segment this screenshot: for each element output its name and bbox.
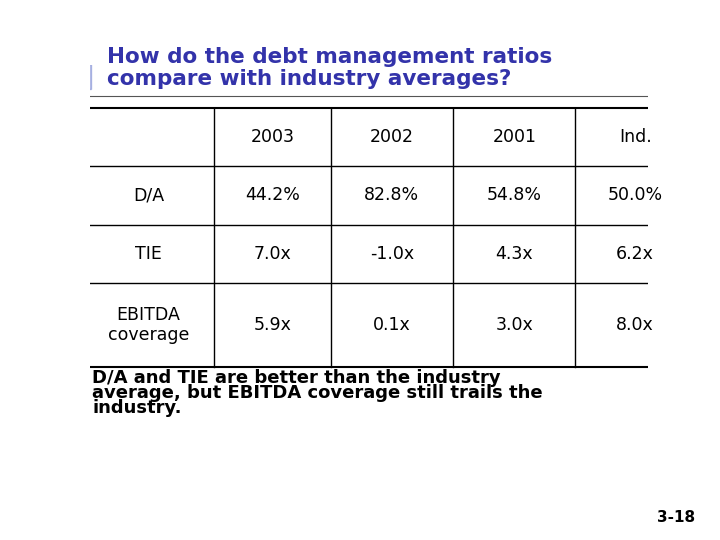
Text: TIE: TIE: [135, 245, 162, 263]
Text: D/A: D/A: [133, 186, 164, 205]
Text: -1.0x: -1.0x: [370, 245, 414, 263]
Text: 54.8%: 54.8%: [487, 186, 541, 205]
Text: 2001: 2001: [492, 128, 536, 146]
Text: How do the debt management ratios: How do the debt management ratios: [107, 46, 552, 67]
Text: industry.: industry.: [92, 399, 181, 417]
Text: 8.0x: 8.0x: [616, 316, 654, 334]
Text: 6.2x: 6.2x: [616, 245, 654, 263]
Text: 44.2%: 44.2%: [245, 186, 300, 205]
Text: 5.9x: 5.9x: [253, 316, 292, 334]
Text: 3-18: 3-18: [657, 510, 695, 525]
FancyBboxPatch shape: [59, 64, 91, 89]
Bar: [65, 380, 78, 390]
FancyBboxPatch shape: [18, 71, 67, 108]
Text: average, but EBITDA coverage still trails the: average, but EBITDA coverage still trail…: [92, 384, 543, 402]
Text: 2003: 2003: [251, 128, 294, 146]
Text: 4.3x: 4.3x: [495, 245, 533, 263]
Text: 50.0%: 50.0%: [608, 186, 662, 205]
FancyBboxPatch shape: [47, 60, 86, 93]
Text: Ind.: Ind.: [618, 128, 652, 146]
Text: D/A and TIE are better than the industry: D/A and TIE are better than the industry: [92, 369, 501, 387]
Text: 3.0x: 3.0x: [495, 316, 533, 334]
Text: compare with industry averages?: compare with industry averages?: [107, 69, 511, 90]
Text: 7.0x: 7.0x: [253, 245, 292, 263]
Text: 0.1x: 0.1x: [373, 316, 410, 334]
Text: 2002: 2002: [370, 128, 414, 146]
Text: EBITDA
coverage: EBITDA coverage: [108, 306, 189, 345]
FancyBboxPatch shape: [18, 36, 67, 73]
Text: 82.8%: 82.8%: [364, 186, 420, 205]
